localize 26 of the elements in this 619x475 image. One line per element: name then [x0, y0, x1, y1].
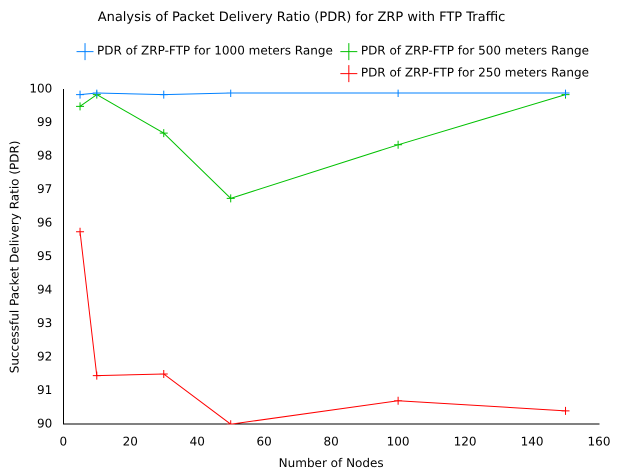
- x-tick-label: 100: [386, 434, 410, 449]
- x-tick-label: 20: [122, 434, 138, 449]
- legend-label: PDR of ZRP-FTP for 250 meters Range: [360, 66, 589, 80]
- y-tick-label: 93: [37, 316, 52, 330]
- x-tick-label: 60: [256, 434, 272, 449]
- y-tick-label: 99: [37, 115, 52, 130]
- x-tick-label: 40: [190, 434, 205, 449]
- y-tick-label: 97: [37, 182, 52, 196]
- legend-label: PDR of ZRP-FTP for 500 meters Range: [360, 44, 589, 58]
- x-tick-label: 0: [59, 434, 68, 449]
- y-tick-label: 95: [37, 249, 52, 264]
- y-tick-label: 94: [37, 282, 52, 296]
- chart-title: Analysis of Packet Delivery Ratio (PDR) for ZRP with FTP Traffic: [98, 10, 506, 26]
- x-axis-title: Number of Nodes: [278, 456, 384, 470]
- y-tick-label: 92: [37, 349, 52, 364]
- x-tick-label: 160: [588, 434, 610, 449]
- y-tick-label: 90: [37, 416, 52, 430]
- y-tick-label: 91: [37, 382, 52, 397]
- x-tick-label: 120: [454, 434, 477, 449]
- x-tick-label: 80: [324, 434, 339, 449]
- legend-label: PDR of ZRP-FTP for 1000 meters Range: [97, 44, 333, 58]
- y-tick-label: 96: [37, 216, 52, 230]
- y-tick-label: 100: [29, 82, 52, 96]
- x-tick-label: 140: [520, 434, 544, 449]
- y-axis-title: Successful Packet Delivery Ratio (PDR): [7, 140, 22, 374]
- y-tick-label: 98: [37, 148, 52, 163]
